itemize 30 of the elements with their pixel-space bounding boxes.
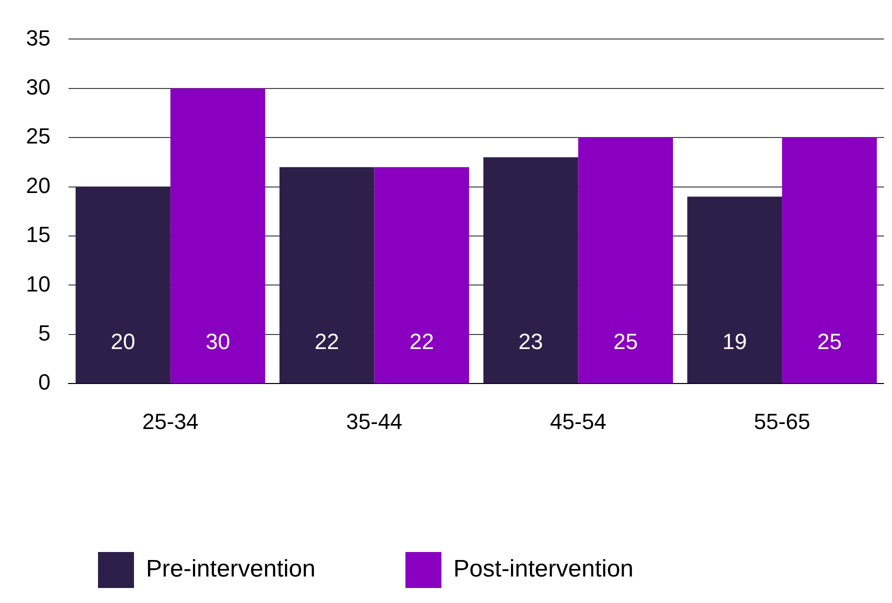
data-label: 20	[110, 329, 136, 354]
data-label: 19	[722, 329, 747, 354]
bar	[687, 196, 782, 384]
legend-label: Pre-intervention	[146, 556, 316, 583]
y-tick-label: 5	[38, 320, 50, 346]
bar	[578, 138, 673, 384]
data-label: 22	[314, 329, 340, 354]
data-label: 25	[817, 329, 842, 354]
bar	[170, 88, 266, 384]
y-tick-label: 15	[26, 222, 50, 248]
data-label: 25	[613, 329, 638, 354]
y-tick-label: 20	[26, 172, 50, 198]
x-tick-label: 45-54	[550, 408, 606, 434]
x-tick-label: 25-34	[142, 408, 199, 434]
bar	[782, 138, 877, 384]
data-label: 30	[206, 329, 230, 354]
y-tick-label: 10	[26, 271, 50, 296]
legend-label: Post-intervention	[453, 556, 634, 583]
bar	[76, 186, 170, 384]
bar	[483, 157, 578, 384]
y-tick-label: 0	[38, 370, 50, 395]
bar	[279, 167, 374, 384]
y-tick-label: 25	[26, 124, 50, 149]
x-tick-label: 35-44	[346, 408, 402, 434]
data-label: 22	[409, 329, 434, 354]
y-tick-label: 35	[26, 25, 50, 50]
bar	[374, 167, 470, 384]
y-tick-label: 30	[26, 74, 50, 100]
x-tick-label: 55-65	[754, 408, 810, 434]
data-label: 23	[518, 329, 544, 354]
